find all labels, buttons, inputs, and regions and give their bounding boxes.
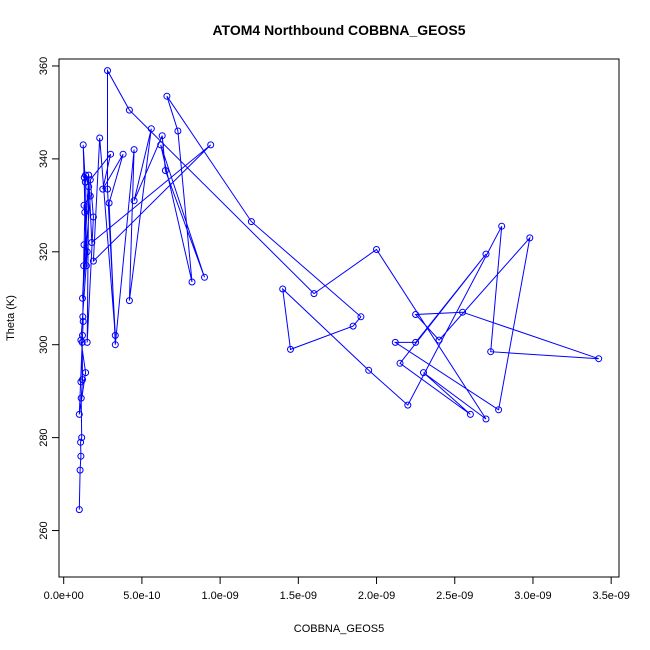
data-point [83,338,91,346]
data-point [357,313,365,321]
y-tick-label: 320 [38,243,50,261]
data-point [349,322,357,330]
y-tick-label: 260 [38,521,50,539]
data-point [89,257,97,265]
data-point [77,336,85,344]
data-point [207,141,215,149]
data-point [77,438,85,446]
data-point [80,201,88,209]
y-tick-label: 280 [38,428,50,446]
data-point [80,262,88,270]
data-point [310,290,318,298]
data-point [279,285,287,293]
data-point [78,434,86,442]
data-point [396,359,404,367]
data-point [99,185,107,193]
x-axis: 0.0e+00 5.0e-10 1.0e-09 1.5e-09 2.0e-09 2.5e-… [44,576,630,602]
data-point [85,183,93,191]
x-axis-label: COBBNA_GEOS5 [294,623,384,635]
x-tick-label: 1.5e-09 [280,590,317,602]
data-point [487,348,495,356]
data-point [79,294,86,302]
data-point [482,250,490,258]
data-point [83,248,91,256]
x-tick-label: 1.0e-09 [201,590,238,602]
x-tick-label: 0.0e+00 [44,590,84,602]
data-point [158,132,166,140]
data-point [147,125,155,133]
data-point [75,410,83,418]
data-point [89,213,97,221]
data-point [125,106,133,114]
data-point [420,369,427,377]
data-point [104,67,111,75]
data-point [79,313,87,321]
chart-title: ATOM4 Northbound COBBNA_GEOS5 [212,22,465,38]
data-point [498,222,506,230]
data-point [495,406,503,414]
data-point [77,394,85,402]
data-point [111,331,119,339]
data-point [85,171,93,179]
data-point [107,150,115,158]
x-tick-label: 2.0e-09 [358,590,395,602]
data-point [373,246,380,253]
x-tick-label: 3.5e-09 [593,590,630,602]
y-axis-label: Theta (K) [5,295,17,341]
data-point [77,378,85,386]
data-point [81,208,89,216]
data-point [526,234,534,242]
data-point [88,239,96,246]
data-point [391,338,399,346]
data-point [365,366,373,374]
x-tick-label: 5.0e-10 [123,590,160,602]
data-point [163,92,171,100]
data-point [75,506,83,514]
data-point [482,415,490,423]
data-point [412,338,420,346]
data-point [104,185,111,193]
data-point [157,141,165,149]
series-line [78,68,599,510]
data-point [119,150,127,158]
data-point [595,355,603,363]
data-point [82,262,90,270]
data-point [125,297,133,305]
data-point [466,410,474,418]
data-point [412,311,420,318]
data-point [80,241,88,249]
data-point [130,197,138,205]
data-point [105,199,113,207]
y-axis: 260 280 300 320 340 360 [38,57,60,540]
data-point [79,331,86,339]
data-point [79,141,87,149]
data-point [86,192,94,200]
data-point [76,466,84,474]
data-point [111,341,119,349]
x-tick-label: 3.0e-09 [514,590,551,602]
x-tick-label: 2.5e-09 [436,590,473,602]
data-point [247,218,255,226]
y-tick-label: 360 [38,57,50,75]
data-point [287,345,294,353]
plot-frame [58,58,620,578]
data-point [96,134,104,142]
data-point [404,401,412,409]
data-point [79,318,87,325]
y-tick-label: 300 [38,336,50,354]
data-point [86,176,94,184]
data-point [77,452,85,460]
data-point [82,369,90,377]
series-layer [75,67,603,514]
data-point [188,278,196,286]
data-point [201,273,208,281]
data-point [161,167,169,174]
data-point [174,127,182,135]
data-point [459,308,467,316]
data-point [435,336,443,344]
data-point [130,146,138,154]
data-point [82,171,90,179]
y-tick-label: 340 [38,150,50,168]
